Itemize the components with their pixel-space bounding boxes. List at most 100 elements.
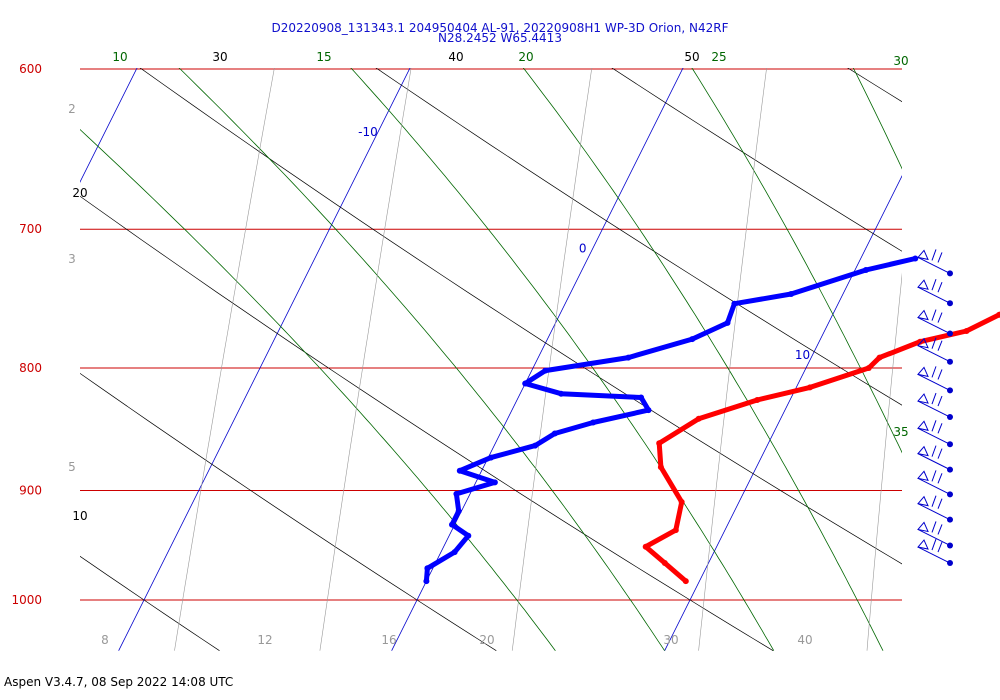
wind-barb-flag [937, 524, 943, 535]
wind-barb [917, 309, 953, 337]
wind-barb-pennant [917, 420, 929, 431]
wind-barb-pennant [917, 495, 929, 507]
wind-barb [917, 538, 953, 567]
dewpoint-profile-point [625, 354, 632, 361]
wind-barb [917, 392, 953, 421]
mixing-ratio-label: 40 [797, 633, 812, 647]
temperature-profile-point [672, 527, 679, 534]
wind-barb-pennant [917, 445, 929, 457]
moist-adiabat-label: 10 [112, 50, 127, 64]
wind-barb-flag [937, 369, 943, 380]
wind-barb-flag [931, 538, 937, 551]
isotherm-label: 10 [795, 348, 810, 362]
dewpoint-profile-point [551, 430, 558, 437]
wind-barb [917, 279, 953, 307]
wind-barbs [917, 249, 953, 567]
wind-barb [917, 470, 953, 498]
isotherm-line [80, 68, 138, 183]
wind-barb-flag [931, 309, 937, 321]
moist-adiabat-label: 35 [893, 425, 908, 439]
wind-barb-staff [917, 477, 951, 495]
dewpoint-profile-point [453, 490, 460, 497]
wind-barb-flag [931, 366, 937, 378]
dewpoint-profile-point [689, 336, 696, 343]
wind-barb-flag [931, 279, 937, 291]
wind-barb-pennant [917, 337, 929, 349]
wind-barb-pennant [917, 249, 929, 261]
wind-barb-flag [931, 249, 937, 261]
temperature-profile-point [963, 328, 970, 334]
wind-barb-flag [931, 420, 937, 432]
mixing-ratio-line [991, 0, 1000, 651]
moist-adiabat-label: 15 [316, 50, 331, 64]
dry-adiabat-line [80, 372, 497, 651]
wind-barb-staff [917, 529, 951, 546]
wind-barb-flag [931, 495, 937, 507]
mixing-ratio-line [319, 68, 412, 651]
axis-labels: 600 700 800 900 1000 -10 0 10 20 30 10 20 30 40 50 10 15… [11, 50, 908, 647]
dewpoint-profile-point [449, 521, 455, 528]
wind-barb-pennant [917, 366, 929, 378]
wind-barb-flag [931, 470, 937, 482]
dewpoint-profile-point [522, 380, 529, 387]
dewpoint-profile-point [590, 419, 597, 426]
isobar-label: 900 [19, 483, 42, 497]
wind-barb-flag [937, 448, 943, 459]
wind-barb-staff [917, 286, 951, 304]
isotherm-line [118, 68, 411, 651]
wind-barb-flag [931, 337, 937, 349]
dewpoint-profile-point [423, 578, 430, 585]
temperature-profile-point [657, 464, 664, 471]
wind-barb-flag [937, 541, 943, 553]
chart-title-line-2: N28.2452 W65.4413 [438, 31, 562, 45]
wind-barb [917, 495, 953, 523]
wind-barb-staff [917, 373, 951, 391]
wind-barb-flag [937, 473, 943, 484]
dewpoint-profile-point [424, 565, 431, 572]
temperature-profile-point [754, 397, 761, 403]
moist-adiabat-line [350, 68, 775, 651]
mixing-ratio-line [698, 68, 767, 651]
wind-barb-pennant [917, 279, 929, 290]
dewpoint-profile-point [491, 479, 498, 486]
temperature-profile-point [656, 440, 663, 447]
wind-barb-staff [917, 427, 951, 445]
wind-barb-pennant [917, 393, 929, 404]
moist-adiabat-line [691, 68, 902, 454]
dewpoint-profile-point [532, 442, 539, 449]
wind-barb-staff [917, 546, 951, 564]
moist-adiabat-line [178, 68, 665, 651]
wind-barb [917, 366, 953, 394]
isobar-label: 600 [19, 62, 42, 76]
mixing-ratio-label: 3 [68, 252, 76, 266]
wind-barb-flag [937, 312, 943, 323]
wind-barb-staff [917, 503, 951, 521]
mixing-ratio-line [866, 272, 902, 651]
temperature-profile-point [996, 311, 1000, 318]
wind-barb-flag [937, 340, 943, 351]
wind-barb-flag [937, 423, 943, 434]
dewpoint-profile-point [645, 407, 652, 414]
wind-barb-pennant [917, 309, 929, 321]
temperature-profile-point [661, 560, 668, 566]
dry-adiabat-label: 30 [212, 50, 227, 64]
moist-adiabat-line [522, 68, 884, 651]
moist-adiabat-label: 25 [711, 50, 726, 64]
isotherm-label: -10 [358, 125, 378, 139]
dewpoint-profile-point [558, 390, 565, 397]
dewpoint-profile-point [638, 394, 645, 401]
temperature-profile-point [695, 415, 702, 422]
dry-adiabat-line [611, 68, 902, 252]
wind-barb [917, 445, 953, 473]
wind-barb [917, 420, 953, 448]
wind-barb-staff [917, 256, 951, 274]
wind-barb-pennant [917, 539, 929, 550]
dewpoint-profile-point [465, 532, 472, 539]
wind-barb-flag [937, 252, 943, 263]
isobar-label: 1000 [11, 593, 42, 607]
isotherm-label: 0 [579, 242, 587, 256]
wind-barb-pennant [917, 521, 929, 533]
footer-text: Aspen V3.4.7, 08 Sep 2022 14:08 UTC [4, 675, 234, 689]
background-grid [80, 0, 1000, 651]
dry-adiabat-line [80, 195, 774, 651]
